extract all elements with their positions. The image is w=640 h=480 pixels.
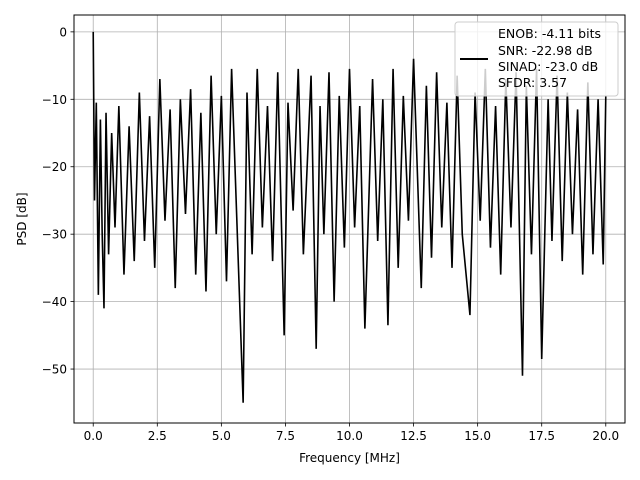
- x-tick-label: 7.5: [276, 429, 295, 443]
- y-tick-label: −20: [42, 160, 67, 174]
- y-axis-label: PSD [dB]: [15, 192, 29, 245]
- x-axis-ticks: 0.0 2.5 5.0 7.5 10.0 12.5 15.0 17.5 20.0: [84, 423, 619, 443]
- y-tick-label: −40: [42, 295, 67, 309]
- series-layer: [92, 31, 607, 403]
- y-tick-label: 0: [59, 25, 67, 39]
- legend-entry-sfdr: SFDR: 3.57: [498, 75, 567, 90]
- x-tick-label: 15.0: [464, 429, 491, 443]
- legend-entry-snr: SNR: -22.98 dB: [498, 43, 593, 58]
- y-axis-ticks: 0 −10 −20 −30 −40 −50: [42, 25, 74, 377]
- y-tick-label: −30: [42, 228, 67, 242]
- legend: ENOB: -4.11 bits SNR: -22.98 dB SINAD: -…: [454, 21, 619, 97]
- legend-entry-enob: ENOB: -4.11 bits: [498, 26, 601, 41]
- legend-box: [454, 21, 619, 97]
- y-tick-label: −10: [42, 93, 67, 107]
- x-axis-label: Frequency [MHz]: [299, 451, 400, 465]
- x-tick-label: 2.5: [148, 429, 167, 443]
- x-tick-label: 12.5: [400, 429, 427, 443]
- x-tick-label: 0.0: [84, 429, 103, 443]
- legend-entry-sinad: SINAD: -23.0 dB: [498, 59, 598, 74]
- psd-series-line: [92, 31, 607, 403]
- x-tick-label: 20.0: [592, 429, 619, 443]
- x-tick-label: 10.0: [336, 429, 363, 443]
- y-tick-label: −50: [42, 363, 67, 377]
- x-tick-label: 17.5: [528, 429, 555, 443]
- x-tick-label: 5.0: [212, 429, 231, 443]
